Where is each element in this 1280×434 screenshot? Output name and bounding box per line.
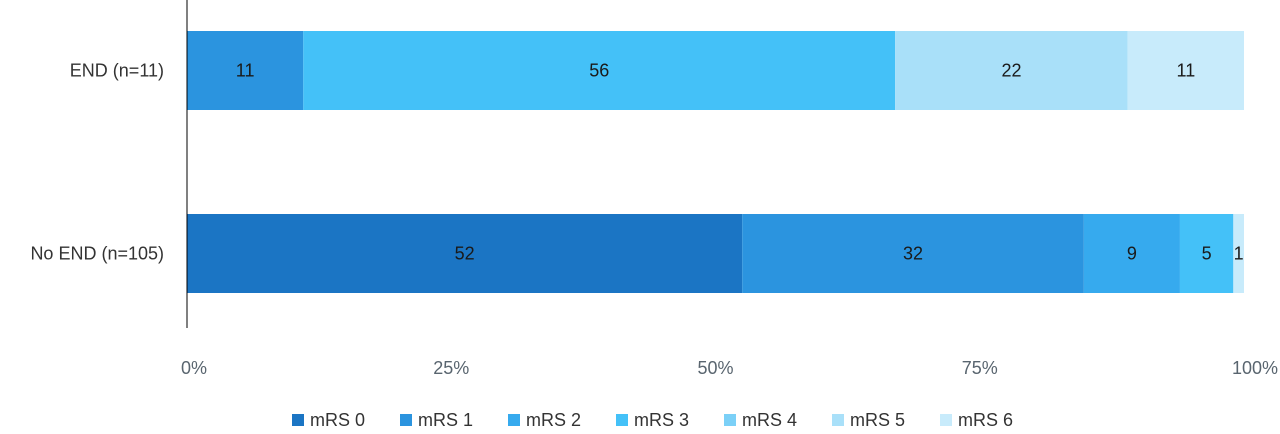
data-label: 11 bbox=[236, 61, 255, 81]
legend-swatch-mrs-3 bbox=[616, 414, 628, 426]
legend-label: mRS 1 bbox=[418, 410, 473, 430]
bar-segment-mrs-1-end-n-11 bbox=[187, 31, 304, 110]
x-tick-label: 25% bbox=[433, 358, 469, 378]
bar-segment-mrs-6-end-n-11 bbox=[1127, 31, 1244, 110]
legend-label: mRS 3 bbox=[634, 410, 689, 430]
legend-label: mRS 2 bbox=[526, 410, 581, 430]
legend-label: mRS 6 bbox=[958, 410, 1013, 430]
legend-swatch-mrs-4 bbox=[724, 414, 736, 426]
bar-segment-mrs-0-no-end-n-105 bbox=[187, 214, 743, 293]
legend-swatch-mrs-0 bbox=[292, 414, 304, 426]
data-label: 5 bbox=[1202, 244, 1212, 264]
category-label: END (n=11) bbox=[70, 61, 164, 81]
x-tick-label: 0% bbox=[181, 358, 207, 378]
x-tick-label: 75% bbox=[962, 358, 998, 378]
bar-segment-mrs-2-no-end-n-105 bbox=[1083, 214, 1180, 293]
legend-label: mRS 4 bbox=[742, 410, 797, 430]
legend-swatch-mrs-5 bbox=[832, 414, 844, 426]
data-label: 32 bbox=[903, 244, 923, 264]
bar-segment-mrs-5-end-n-11 bbox=[895, 31, 1128, 110]
data-label: 56 bbox=[589, 61, 609, 81]
legend-swatch-mrs-1 bbox=[400, 414, 412, 426]
legend-label: mRS 0 bbox=[310, 410, 365, 430]
data-label: 22 bbox=[1001, 61, 1021, 81]
legend: mRS 0 mRS 1 mRS 2 mRS 3 mRS 4 mRS 5 mRS 6 bbox=[292, 410, 1013, 430]
category-label: No END (n=105) bbox=[30, 244, 164, 264]
x-tick-label: 100% bbox=[1232, 358, 1278, 378]
data-label: 11 bbox=[1177, 61, 1196, 81]
legend-label: mRS 5 bbox=[850, 410, 905, 430]
legend-swatch-mrs-2 bbox=[508, 414, 520, 426]
data-label: 52 bbox=[455, 244, 475, 264]
category-labels: END (n=11) No END (n=105) bbox=[30, 61, 164, 264]
bar-segment-mrs-1-no-end-n-105 bbox=[742, 214, 1084, 293]
data-label: 9 bbox=[1127, 244, 1137, 264]
bar-segment-mrs-3-end-n-11 bbox=[303, 31, 896, 110]
data-label: 1 bbox=[1234, 244, 1244, 264]
bars: 11 56 22 11 52 32 9 5 1 bbox=[187, 31, 1244, 293]
bar-segment-mrs-3-no-end-n-105 bbox=[1179, 214, 1234, 293]
x-tick-label: 50% bbox=[697, 358, 733, 378]
legend-swatch-mrs-6 bbox=[940, 414, 952, 426]
bar-segment-mrs-6-no-end-n-105 bbox=[1233, 214, 1244, 293]
x-tick-labels: 0% 25% 50% 75% 100% bbox=[181, 358, 1278, 378]
